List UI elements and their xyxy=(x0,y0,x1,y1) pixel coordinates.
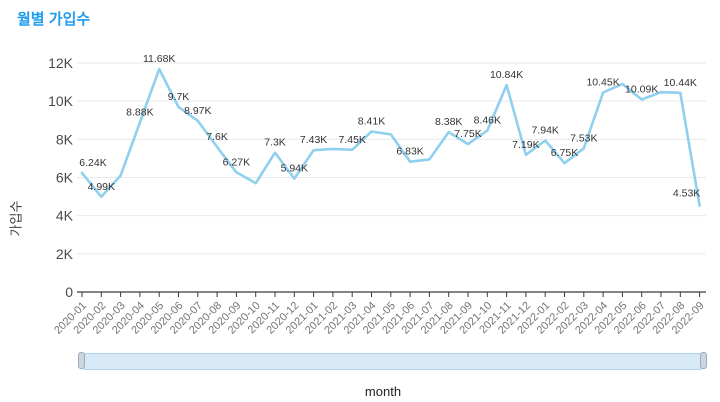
value-label: 6.83K xyxy=(396,146,423,158)
value-label: 7.6K xyxy=(206,131,228,143)
value-label: 5.94K xyxy=(281,163,308,175)
x-axis-labels: 2020-012020-022020-032020-042020-052020-… xyxy=(52,300,707,337)
value-label: 7.43K xyxy=(300,134,327,146)
value-label: 8.88K xyxy=(126,107,153,119)
value-label: 7.94K xyxy=(531,124,558,136)
line-chart: 0 2K 4K 6K 8K 10K 12K 2020-012020-022020-032020… xyxy=(48,53,707,337)
value-label: 10.09K xyxy=(625,83,658,95)
y-tick-label: 0 xyxy=(65,284,73,300)
value-label: 6.27K xyxy=(223,156,250,168)
value-label: 9.7K xyxy=(168,91,190,103)
x-axis xyxy=(77,291,706,297)
value-label: 7.53K xyxy=(570,132,597,144)
value-label: 8.46K xyxy=(474,115,501,127)
value-label: 10.45K xyxy=(586,77,619,89)
value-label: 6.24K xyxy=(79,157,106,169)
chart-title: 월별 가입수 xyxy=(17,11,91,28)
y-tick-label: 4K xyxy=(56,208,74,224)
value-label: 11.68K xyxy=(143,53,176,65)
value-label: 7.3K xyxy=(264,137,286,149)
x-axis-title: month xyxy=(364,384,402,399)
series-line xyxy=(80,67,701,207)
value-label: 10.84K xyxy=(490,69,523,81)
value-label: 8.38K xyxy=(435,116,462,128)
scrollbar-right-handle[interactable] xyxy=(700,352,707,369)
y-tick-label: 12K xyxy=(48,55,74,71)
value-label: 7.19K xyxy=(512,139,539,151)
value-label: 4.53K xyxy=(673,188,700,200)
grid-lines xyxy=(77,62,706,255)
value-label: 7.75K xyxy=(454,128,481,140)
y-tick-label: 6K xyxy=(56,170,74,186)
value-label: 8.97K xyxy=(184,105,211,117)
scrollbar-left-handle[interactable] xyxy=(78,352,85,369)
value-label: 10.44K xyxy=(664,77,697,89)
chart-range-scrollbar[interactable] xyxy=(78,352,707,370)
y-tick-label: 2K xyxy=(56,246,74,262)
y-axis-labels: 0 2K 4K 6K 8K 10K 12K xyxy=(48,55,74,300)
value-label: 6.75K xyxy=(551,147,578,159)
value-label: 4.99K xyxy=(88,181,115,193)
y-tick-label: 10K xyxy=(48,93,74,109)
y-tick-label: 8K xyxy=(56,131,74,147)
value-label: 8.41K xyxy=(358,116,385,128)
value-labels: 6.24K 4.99K 8.88K 11.68K 9.7K 8.97K 7.6K 6.27K 7… xyxy=(79,53,700,199)
value-label: 7.45K xyxy=(338,134,365,146)
